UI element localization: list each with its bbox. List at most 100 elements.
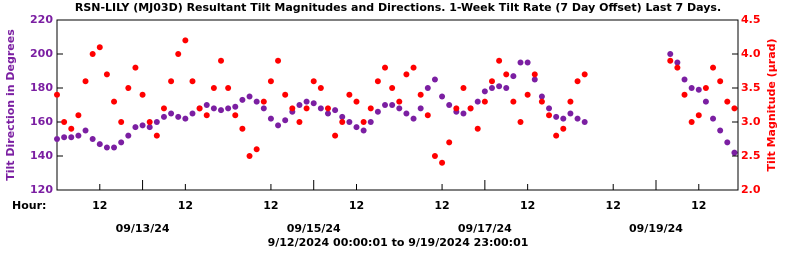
point [702,98,709,105]
point [267,115,274,122]
point [553,132,560,139]
point [688,85,695,91]
point [253,98,260,105]
point [82,127,89,134]
point [431,153,438,159]
point [196,105,203,112]
point [53,136,60,142]
point [225,105,232,112]
point [168,110,175,117]
point [710,64,717,71]
point [488,78,495,85]
point [118,119,125,125]
point [125,85,132,91]
point [496,83,503,90]
point [403,71,410,78]
point [103,144,110,151]
point [317,105,324,112]
point [168,78,175,85]
point [538,93,545,100]
point [367,105,374,112]
point [374,78,381,85]
point [282,91,289,98]
point [275,57,282,64]
point [424,85,431,91]
point [481,98,488,105]
point [517,119,524,125]
date-tick-label: 09/13/24 [116,222,170,235]
point [417,91,424,98]
point [310,100,317,107]
point [218,57,225,64]
y-tick-label: 120 [30,183,53,196]
point [681,76,688,83]
point [695,86,702,93]
point [524,91,531,98]
point [560,125,567,132]
point [346,91,353,98]
point [267,78,274,85]
y2-tick-label: 3.0 [741,115,761,128]
y-tick-label: 180 [30,81,53,94]
x-tick-label: 12 [606,199,621,212]
point [560,115,567,122]
point [182,115,189,122]
point [431,76,438,83]
y2-tick-label: 2.0 [741,183,761,196]
point [75,112,82,119]
point [232,112,239,119]
point [260,98,267,105]
point [153,132,160,139]
y2-tick-label: 4.5 [741,13,761,26]
point [139,91,146,98]
point [324,105,331,112]
point [538,98,545,105]
date-tick-label: 09/17/24 [458,222,512,235]
point [75,132,82,139]
point [346,119,353,125]
point [531,71,538,78]
point [210,105,217,112]
point [239,125,246,132]
point [724,98,731,105]
point [296,119,303,125]
point [68,125,75,132]
point [132,124,139,131]
point [674,59,681,66]
point [232,103,239,110]
point [103,71,110,78]
point [496,57,503,64]
point [439,159,446,166]
point [89,51,96,57]
point [524,59,531,66]
point [681,91,688,98]
point [282,117,289,124]
plot-frame [56,19,739,191]
point [382,64,389,71]
point [717,127,724,134]
point [546,112,553,119]
point [367,119,374,125]
point [674,64,681,71]
point [474,125,481,132]
point [218,107,225,114]
point [389,85,396,91]
x-tick-label: 12 [520,199,535,212]
x-tick-label: 12 [92,199,107,212]
point [118,139,125,146]
point [389,102,396,108]
point [374,108,381,115]
point [410,115,417,122]
point [68,134,75,141]
point [246,93,253,100]
y2-tick-label: 2.5 [741,149,761,162]
point [246,153,253,159]
point [567,98,574,105]
point [303,105,310,112]
point [731,149,738,156]
y-tick-label: 220 [30,13,53,26]
point [702,85,709,91]
point [253,146,260,153]
point [517,59,524,66]
point [581,119,588,125]
